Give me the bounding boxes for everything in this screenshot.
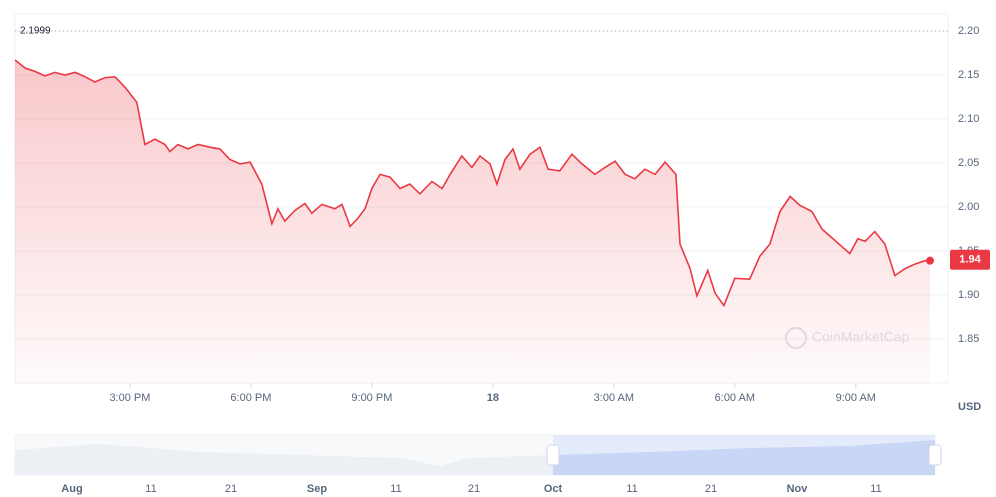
navigator-label: 21 (705, 483, 717, 495)
y-tick-label: 2.20 (958, 25, 979, 37)
x-tick-label: 9:00 AM (836, 392, 876, 404)
navigator-label: 21 (468, 483, 480, 495)
y-unit: USD (958, 401, 981, 413)
navigator-label: Aug (61, 483, 82, 495)
y-tick-label: 2.15 (958, 69, 979, 81)
navigator-label: Nov (787, 483, 809, 495)
navigator-label: 11 (870, 483, 881, 495)
navigator-area (15, 444, 553, 475)
x-tick-label: 18 (487, 392, 499, 404)
price-badge (950, 249, 990, 270)
navigator-label: 21 (225, 483, 237, 495)
navigator-label: Sep (307, 483, 327, 495)
navigator-label: 11 (626, 483, 637, 495)
y-tick-label: 2.05 (958, 157, 979, 169)
x-tick-label: 3:00 PM (109, 392, 150, 404)
y-tick-label: 2.00 (958, 201, 979, 213)
navigator-selected-area (553, 440, 935, 475)
last-point (926, 256, 934, 265)
navigator-handle[interactable] (546, 444, 560, 466)
navigator (14, 434, 942, 476)
x-tick-label: 9:00 PM (351, 392, 392, 404)
navigator-handle[interactable] (928, 444, 942, 466)
price-badge-label: 1.94 (959, 254, 981, 266)
x-tick-label: 6:00 AM (715, 392, 755, 404)
y-tick-label: 1.85 (958, 333, 979, 345)
navigator-label: 11 (390, 483, 401, 495)
y-tick-label: 1.90 (958, 289, 979, 301)
price-area (15, 60, 930, 383)
navigator-label: Oct (544, 483, 563, 495)
navigator-label: 11 (145, 483, 156, 495)
y-tick-label: 2.10 (958, 113, 979, 125)
x-tick-label: 3:00 AM (594, 392, 634, 404)
x-tick-label: 6:00 PM (230, 392, 271, 404)
reference-label: 2.1999 (20, 26, 51, 37)
price-line (14, 59, 930, 308)
